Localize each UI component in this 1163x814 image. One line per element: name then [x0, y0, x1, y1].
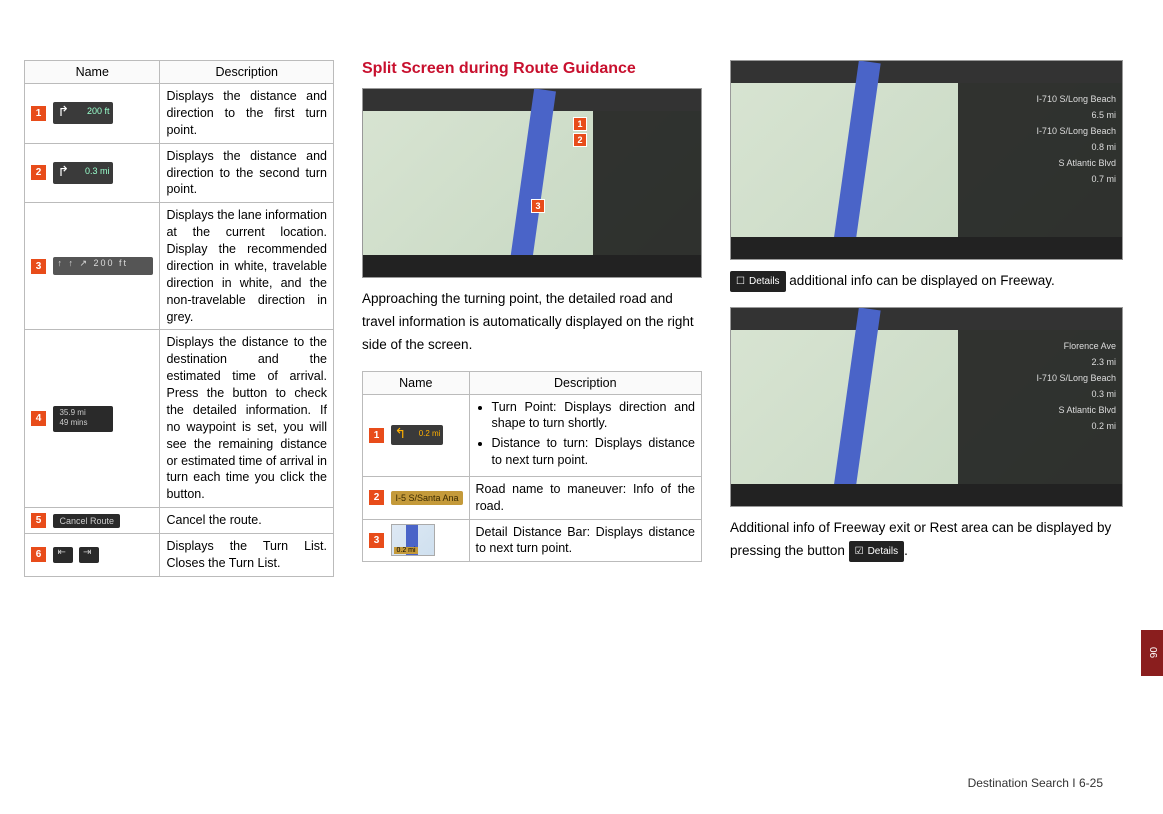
- row-desc: Detail Distance Bar: Displays distance t…: [469, 519, 701, 562]
- road-name-chip: I-5 S/Santa Ana: [391, 491, 462, 505]
- turn-point-icon: [391, 425, 443, 445]
- callout-badge: 3: [531, 199, 545, 213]
- row-desc: Displays the Turn List. Closes the Turn …: [160, 534, 334, 577]
- lane-info-icon: [53, 257, 153, 275]
- distance-eta-icon: [53, 406, 113, 432]
- row-desc: Displays the distance and direction to t…: [160, 84, 334, 144]
- callout-badge: 2: [573, 133, 587, 147]
- row-badge: 4: [31, 411, 46, 426]
- split-screen-screenshot: 1 2 3: [362, 88, 702, 278]
- row-desc: Displays the lane information at the cur…: [160, 203, 334, 330]
- detail-distance-bar-icon: [391, 524, 435, 556]
- freeway-details-checked-screenshot: Florence Ave2.3 mi I-710 S/Long Beach0.3…: [730, 307, 1123, 507]
- details-button-checked-icon: Details: [849, 541, 905, 562]
- turn-arrow-icon: 200 ft: [53, 102, 113, 124]
- row-bullets: Turn Point: Displays direction and shape…: [476, 399, 695, 468]
- mid-table: Name Description 1 Turn Point: Displays …: [362, 371, 702, 563]
- th-name: Name: [363, 371, 470, 394]
- th-name: Name: [25, 61, 160, 84]
- side-tab: 06: [1141, 630, 1163, 676]
- right-para-1: Details additional info can be displayed…: [730, 270, 1123, 293]
- row-desc: Cancel the route.: [160, 508, 334, 534]
- freeway-details-screenshot: I-710 S/Long Beach6.5 mi I-710 S/Long Be…: [730, 60, 1123, 260]
- left-table: Name Description 1 200 ft Displays the d…: [24, 60, 334, 577]
- row-desc: Road name to maneuver: Info of the road.: [469, 476, 701, 519]
- row-badge: 1: [369, 428, 384, 443]
- row-badge: 5: [31, 513, 46, 528]
- turn-list-close-icon: [79, 547, 99, 563]
- row-badge: 2: [31, 165, 46, 180]
- row-badge: 2: [369, 490, 384, 505]
- th-desc: Description: [469, 371, 701, 394]
- row-badge: 3: [31, 259, 46, 274]
- cancel-route-icon: Cancel Route: [53, 514, 120, 528]
- row-desc: Displays the distance and direction to t…: [160, 143, 334, 203]
- page-footer: Destination Search I 6-25: [968, 776, 1103, 790]
- details-button-icon: Details: [730, 271, 786, 292]
- turn-list-open-icon: [53, 547, 73, 563]
- callout-badge: 1: [573, 117, 587, 131]
- th-desc: Description: [160, 61, 334, 84]
- row-badge: 3: [369, 533, 384, 548]
- row-desc: Displays the distance to the destination…: [160, 330, 334, 508]
- row-badge: 6: [31, 547, 46, 562]
- turn-arrow-icon: 0.3 mi: [53, 162, 113, 184]
- row-badge: 1: [31, 106, 46, 121]
- right-para-2: Additional info of Freeway exit or Rest …: [730, 517, 1123, 563]
- section-title: Split Screen during Route Guidance: [362, 60, 702, 78]
- mid-paragraph: Approaching the turning point, the detai…: [362, 288, 702, 357]
